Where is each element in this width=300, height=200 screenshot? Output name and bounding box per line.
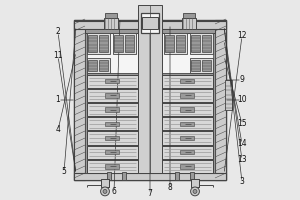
Bar xyxy=(88,35,97,52)
Text: 9: 9 xyxy=(240,75,244,84)
Bar xyxy=(183,13,195,18)
Bar xyxy=(85,29,215,33)
Bar xyxy=(99,35,108,52)
Bar xyxy=(105,150,119,154)
Bar xyxy=(99,60,108,71)
Circle shape xyxy=(100,187,109,196)
Bar xyxy=(180,93,194,98)
Bar xyxy=(105,122,119,126)
Bar xyxy=(225,80,232,110)
Bar xyxy=(180,164,194,169)
Bar xyxy=(191,35,200,52)
Text: 7: 7 xyxy=(148,190,152,198)
Bar xyxy=(113,33,136,54)
Text: 8: 8 xyxy=(168,184,172,192)
Text: 14: 14 xyxy=(237,140,247,148)
Bar xyxy=(162,146,213,159)
Bar xyxy=(74,173,226,180)
Bar xyxy=(180,79,194,83)
Bar xyxy=(141,13,159,33)
Bar xyxy=(165,35,174,52)
Circle shape xyxy=(190,187,200,196)
Bar xyxy=(162,160,213,173)
Text: 2: 2 xyxy=(56,27,60,36)
Bar xyxy=(122,172,126,180)
Bar xyxy=(87,75,138,88)
Bar xyxy=(180,122,194,126)
Text: 11: 11 xyxy=(53,51,63,60)
Text: 6: 6 xyxy=(112,188,116,196)
Text: 13: 13 xyxy=(237,156,247,164)
Bar xyxy=(213,29,215,173)
Bar xyxy=(182,18,196,29)
Bar xyxy=(162,131,213,145)
Bar xyxy=(87,89,138,102)
Bar xyxy=(180,107,194,112)
Text: 1: 1 xyxy=(56,96,60,104)
Bar xyxy=(176,35,185,52)
Bar xyxy=(87,146,138,159)
Bar xyxy=(105,164,119,169)
Circle shape xyxy=(103,189,107,193)
Bar xyxy=(191,60,200,71)
Bar xyxy=(87,58,110,73)
Bar xyxy=(101,179,109,187)
Bar xyxy=(162,117,213,130)
Bar xyxy=(74,21,226,29)
Bar xyxy=(87,33,110,54)
Bar xyxy=(162,75,213,88)
Bar xyxy=(162,103,213,116)
Bar xyxy=(87,117,138,130)
Bar xyxy=(85,29,87,173)
Bar xyxy=(202,60,211,71)
Text: 15: 15 xyxy=(237,119,247,129)
Bar xyxy=(87,160,138,173)
Circle shape xyxy=(193,189,197,193)
Bar xyxy=(87,131,138,145)
Bar xyxy=(180,150,194,154)
Bar xyxy=(175,172,178,180)
Bar xyxy=(190,58,213,73)
Bar xyxy=(105,107,119,112)
Bar xyxy=(74,20,226,180)
Bar xyxy=(114,35,123,52)
Text: 3: 3 xyxy=(240,178,244,186)
Text: 12: 12 xyxy=(237,31,247,40)
Bar xyxy=(202,35,211,52)
Bar xyxy=(215,20,226,180)
Bar xyxy=(105,13,117,18)
Bar xyxy=(88,60,97,71)
Text: 10: 10 xyxy=(237,96,247,104)
Text: 5: 5 xyxy=(61,168,66,176)
Bar xyxy=(105,79,119,83)
Bar xyxy=(180,136,194,140)
Text: 4: 4 xyxy=(56,126,60,134)
Bar xyxy=(107,172,111,180)
Bar xyxy=(104,18,118,29)
Bar xyxy=(87,103,138,116)
Bar xyxy=(190,172,194,180)
Bar xyxy=(87,73,213,75)
Bar xyxy=(125,35,134,52)
Bar xyxy=(191,179,199,187)
Bar xyxy=(162,89,213,102)
Bar xyxy=(105,93,119,98)
Bar xyxy=(142,17,158,29)
Bar xyxy=(138,5,162,173)
Bar xyxy=(164,33,187,54)
Bar xyxy=(190,33,213,54)
Bar xyxy=(74,20,85,180)
Bar xyxy=(105,136,119,140)
